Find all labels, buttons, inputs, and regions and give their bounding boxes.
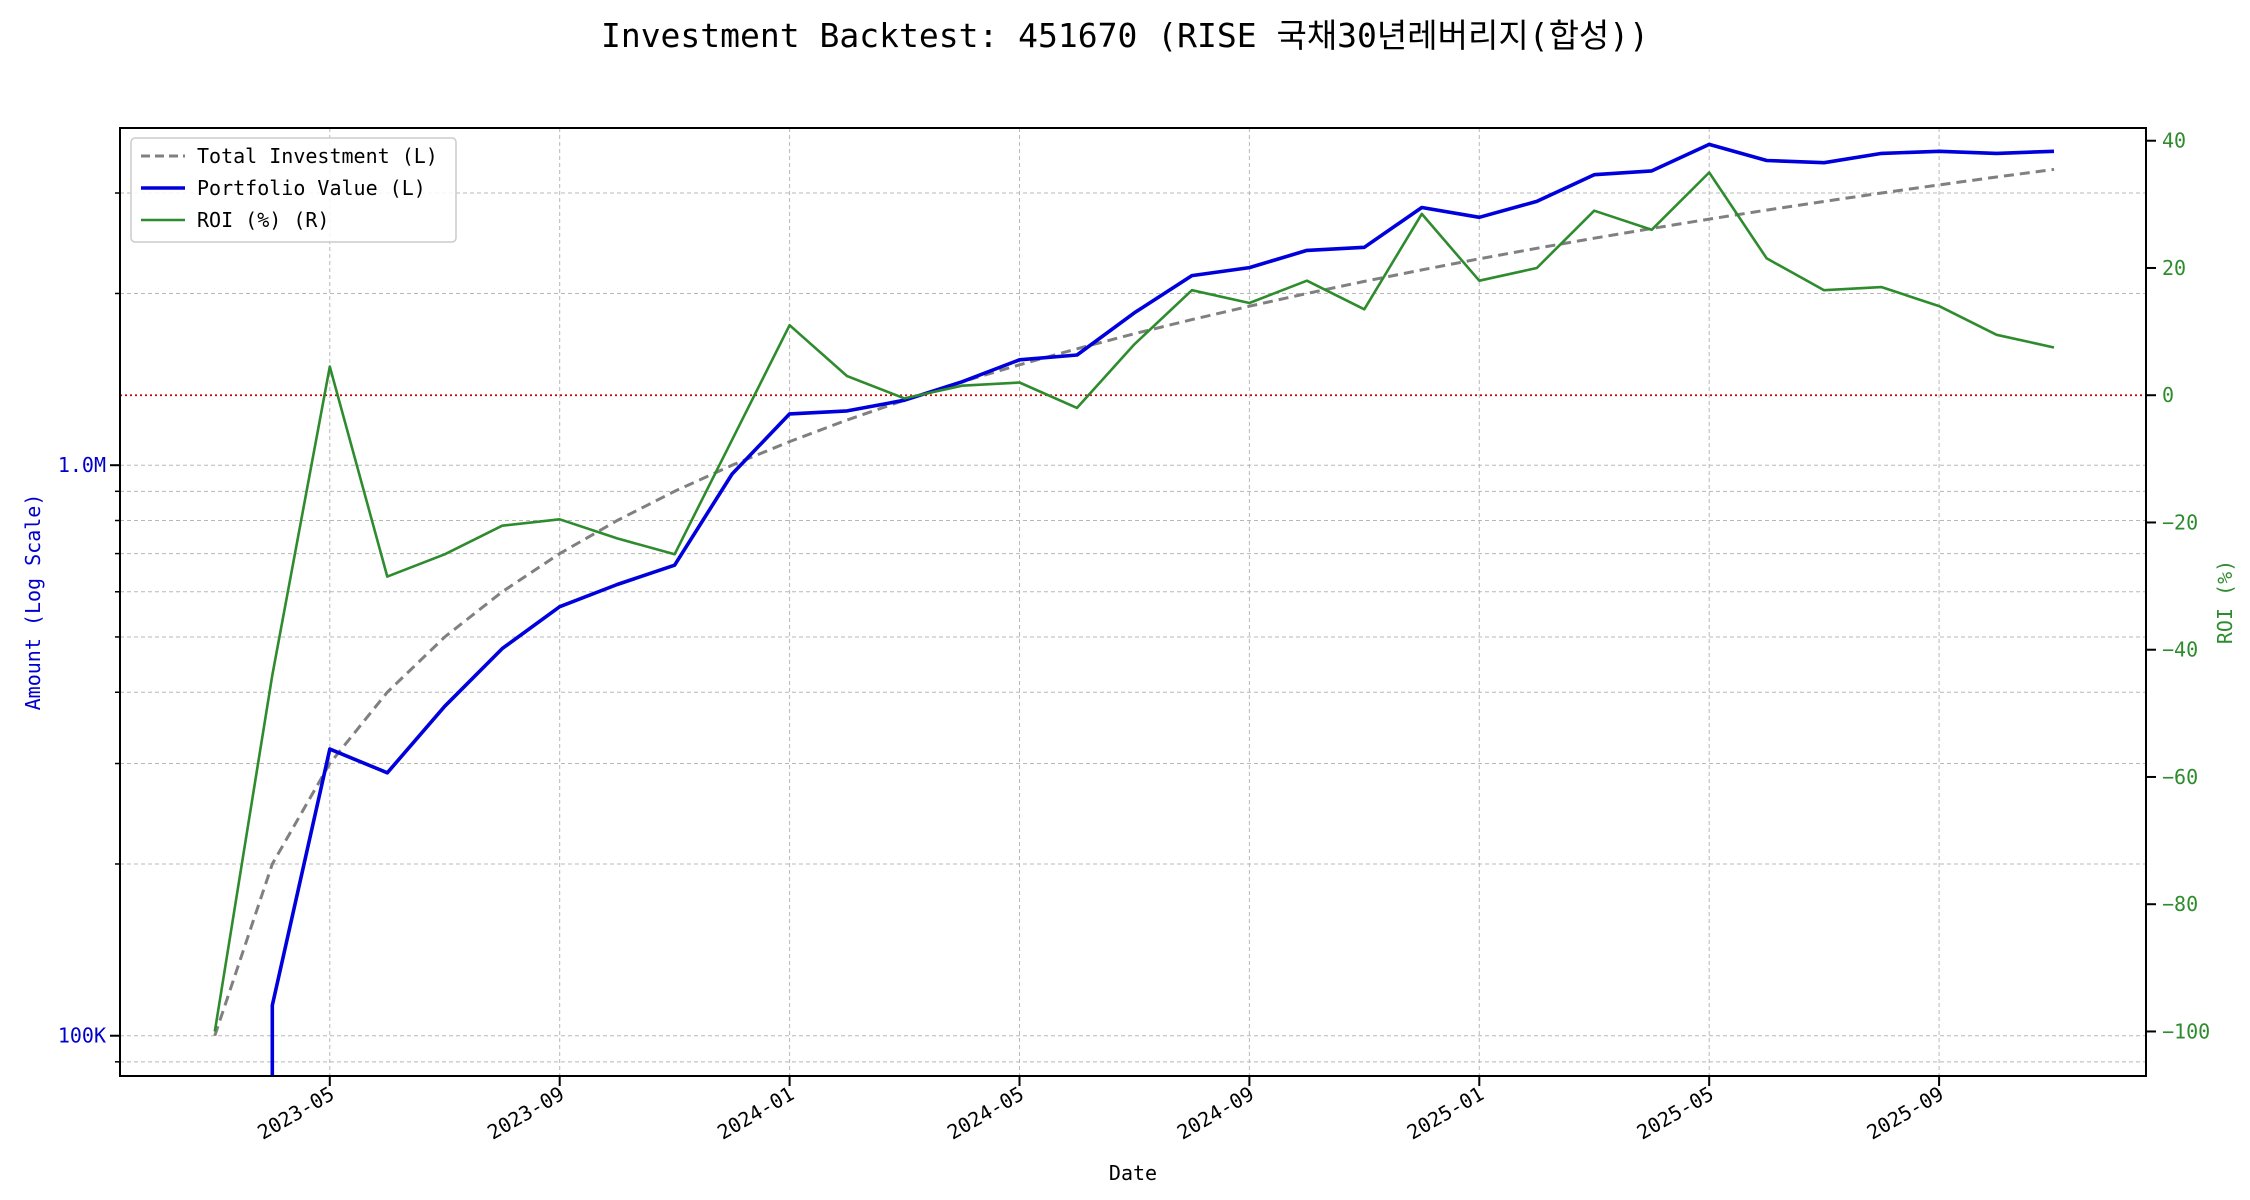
right-tick-label: −100: [2162, 1019, 2210, 1043]
left-axis-label: Amount (Log Scale): [21, 494, 45, 711]
legend-box: [130, 137, 457, 243]
left-tick-label: 100K: [58, 1024, 106, 1048]
left-axis: 100K 1.0M: [58, 192, 120, 1063]
legend-entry: Total Investment (L): [197, 144, 438, 168]
x-tick-label: 2023-09: [483, 1082, 568, 1145]
right-tick-label: 40: [2162, 129, 2186, 153]
x-tick-label: 2025-05: [1633, 1082, 1718, 1145]
series-line-0: [213, 167, 2055, 1037]
x-tick-label: 2024-01: [713, 1082, 798, 1145]
x-tick-label: 2025-01: [1403, 1082, 1488, 1145]
x-tick-label: 2024-05: [943, 1082, 1028, 1145]
right-axis: −100 −80 −60 −40 −20 0 20 40: [2146, 129, 2210, 1043]
x-tick-label: 2023-05: [253, 1082, 338, 1145]
grid: [120, 128, 2146, 1076]
right-tick-label: −60: [2162, 765, 2198, 789]
x-tick-label: 2024-09: [1173, 1082, 1258, 1145]
x-tick-label: 2025-09: [1863, 1082, 1948, 1145]
series-line-2: [213, 171, 2055, 1032]
series-line-1: [270, 142, 2055, 1076]
series-lines: [213, 142, 2055, 1076]
legend-entry: ROI (%) (R): [197, 208, 329, 232]
right-tick-label: −80: [2162, 892, 2198, 916]
legend-entry: Portfolio Value (L): [197, 176, 426, 200]
chart-title: Investment Backtest: 451670 (RISE 국채30년레…: [601, 16, 1649, 55]
right-tick-label: 20: [2162, 256, 2186, 280]
right-axis-label: ROI (%): [2213, 560, 2237, 644]
legend: Total Investment (L) Portfolio Value (L) R…: [130, 137, 457, 243]
x-axis: 2023-05 2023-09 2024-01 2024-05 2024-09 2025-…: [253, 1076, 1948, 1145]
right-tick-label: −40: [2162, 638, 2198, 662]
x-axis-label: Date: [1109, 1161, 1157, 1185]
left-tick-label: 1.0M: [58, 453, 106, 477]
right-tick-label: −20: [2162, 510, 2198, 534]
right-tick-label: 0: [2162, 383, 2174, 407]
plot-frame: [119, 127, 2147, 1077]
